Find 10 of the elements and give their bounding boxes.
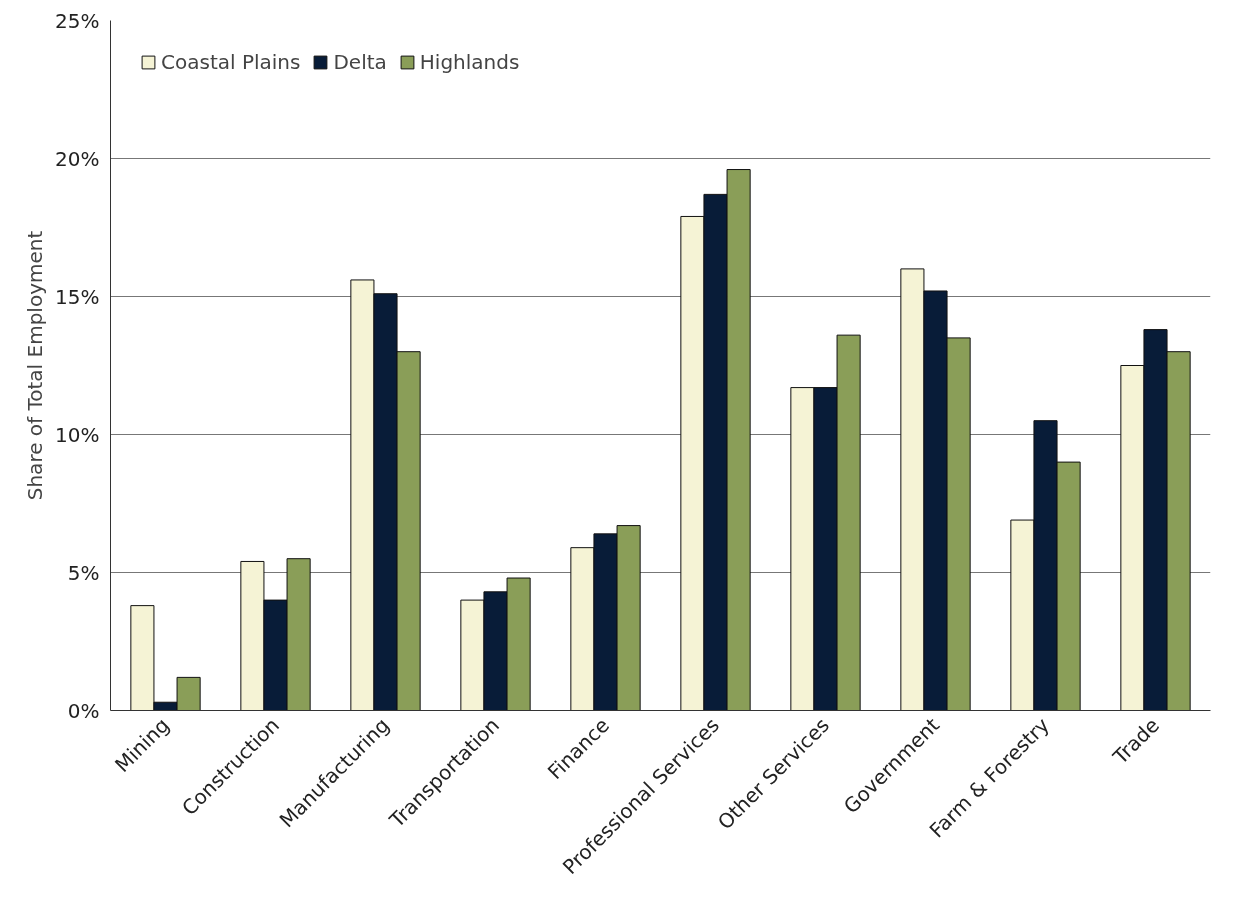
y-tick-label: 10% [55,422,100,447]
y-axis-title: Share of Total Employment [23,230,48,501]
y-tick-label: 0% [67,698,100,723]
legend-label: Coastal Plains [161,50,301,74]
legend-label: Highlands [419,50,520,74]
legend-label: Delta [333,50,387,74]
y-tick-label: 5% [67,560,100,585]
y-tick-label: 25% [55,8,100,33]
y-tick-label: 15% [55,284,100,309]
y-tick-label: 20% [55,146,100,171]
